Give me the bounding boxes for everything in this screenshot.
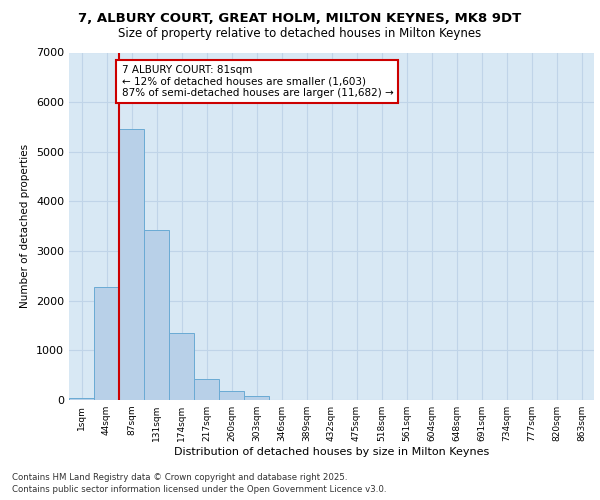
Bar bbox=[144, 230, 169, 400]
Text: Contains HM Land Registry data © Crown copyright and database right 2025.: Contains HM Land Registry data © Crown c… bbox=[12, 472, 347, 482]
X-axis label: Distribution of detached houses by size in Milton Keynes: Distribution of detached houses by size … bbox=[174, 447, 489, 457]
Text: 7 ALBURY COURT: 81sqm
← 12% of detached houses are smaller (1,603)
87% of semi-d: 7 ALBURY COURT: 81sqm ← 12% of detached … bbox=[121, 65, 393, 98]
Bar bbox=[119, 130, 144, 400]
Bar bbox=[194, 379, 219, 400]
Text: Size of property relative to detached houses in Milton Keynes: Size of property relative to detached ho… bbox=[118, 28, 482, 40]
Bar bbox=[169, 334, 194, 400]
Text: Contains public sector information licensed under the Open Government Licence v3: Contains public sector information licen… bbox=[12, 485, 386, 494]
Bar bbox=[69, 398, 94, 400]
Y-axis label: Number of detached properties: Number of detached properties bbox=[20, 144, 31, 308]
Bar bbox=[94, 288, 119, 400]
Bar bbox=[244, 396, 269, 400]
Bar bbox=[219, 391, 244, 400]
Text: 7, ALBURY COURT, GREAT HOLM, MILTON KEYNES, MK8 9DT: 7, ALBURY COURT, GREAT HOLM, MILTON KEYN… bbox=[79, 12, 521, 26]
